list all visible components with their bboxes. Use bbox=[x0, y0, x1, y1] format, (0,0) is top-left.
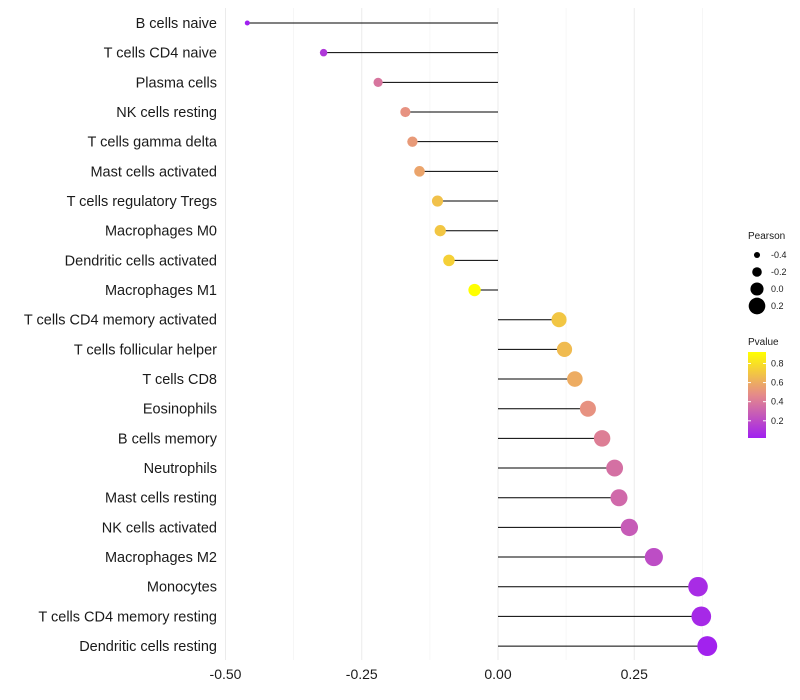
category-label: NK cells resting bbox=[116, 105, 217, 121]
lollipop-point bbox=[688, 576, 708, 597]
category-label: Dendritic cells resting bbox=[79, 639, 217, 655]
category-label: T cells follicular helper bbox=[74, 342, 217, 358]
category-label: Mast cells resting bbox=[105, 491, 217, 507]
size-legend-label: -0.4 bbox=[771, 250, 787, 260]
x-tick-label: -0.50 bbox=[210, 666, 242, 682]
category-label: T cells CD4 memory resting bbox=[38, 609, 217, 625]
category-label: Neutrophils bbox=[144, 461, 217, 477]
lollipop-point bbox=[373, 77, 383, 87]
category-label: T cells regulatory Tregs bbox=[67, 194, 217, 210]
color-legend-label: 0.6 bbox=[771, 378, 784, 388]
color-legend-title: Pvalue bbox=[748, 337, 779, 348]
color-legend-label: 0.8 bbox=[771, 358, 784, 368]
category-label: Dendritic cells activated bbox=[65, 253, 217, 269]
category-label: T cells CD8 bbox=[142, 372, 217, 388]
lollipop-point bbox=[610, 489, 628, 507]
size-legend-key bbox=[748, 297, 766, 315]
color-legend-label: 0.4 bbox=[771, 397, 784, 407]
lollipop-point bbox=[606, 459, 624, 477]
category-label: Eosinophils bbox=[143, 402, 217, 418]
size-legend-label: -0.2 bbox=[771, 267, 787, 277]
lollipop-point bbox=[593, 430, 611, 447]
category-label: B cells naive bbox=[136, 16, 217, 32]
color-legend-bar bbox=[748, 352, 766, 438]
lollipop-point bbox=[551, 312, 567, 328]
category-label: Plasma cells bbox=[136, 75, 217, 91]
size-legend-key bbox=[750, 282, 764, 296]
lollipop-point bbox=[691, 606, 712, 627]
category-label: T cells CD4 naive bbox=[104, 46, 217, 62]
x-tick-label: 0.25 bbox=[621, 666, 648, 682]
lollipop-point bbox=[468, 283, 481, 297]
pvalue-color-legend: Pvalue 0.2 0.4 0.6 0.8 bbox=[748, 337, 784, 438]
size-legend-label: 0.0 bbox=[771, 284, 784, 294]
category-label: B cells memory bbox=[118, 431, 218, 447]
category-label: Mast cells activated bbox=[90, 164, 217, 180]
category-label: Macrophages M0 bbox=[105, 224, 217, 240]
pearson-size-legend: Pearson -0.4 -0.2 0.0 0.2 bbox=[748, 231, 787, 315]
category-label: Macrophages M2 bbox=[105, 550, 217, 566]
category-label: NK cells activated bbox=[102, 520, 217, 536]
lollipop-point bbox=[697, 636, 718, 657]
lollipop-point bbox=[434, 225, 446, 237]
lollipop-point bbox=[620, 518, 639, 537]
size-legend-key bbox=[753, 251, 761, 259]
lollipop-point bbox=[556, 341, 573, 357]
category-label: T cells CD4 memory activated bbox=[24, 313, 217, 329]
lollipop-point bbox=[414, 166, 425, 177]
lollipop-point bbox=[407, 136, 418, 147]
color-legend-label: 0.2 bbox=[771, 416, 784, 426]
lollipop-points bbox=[244, 20, 718, 657]
lollipop-point bbox=[431, 195, 444, 207]
category-label: T cells gamma delta bbox=[88, 135, 218, 151]
category-labels: B cells naive T cells CD4 naive Plasma cel… bbox=[24, 16, 218, 655]
category-label: Monocytes bbox=[147, 580, 217, 596]
lollipop-stems bbox=[247, 22, 708, 647]
x-axis-tick-labels: -0.50 -0.25 0.00 0.25 bbox=[210, 666, 649, 682]
grid-lines bbox=[225, 8, 703, 660]
lollipop-point bbox=[400, 106, 411, 118]
lollipop-point bbox=[319, 48, 328, 57]
size-legend-title: Pearson bbox=[748, 231, 785, 242]
lollipop-point bbox=[567, 371, 583, 387]
lollipop-point bbox=[579, 400, 596, 417]
lollipop-point bbox=[644, 547, 663, 567]
size-legend-label: 0.2 bbox=[771, 301, 784, 311]
lollipop-point bbox=[244, 20, 250, 26]
size-legend-key bbox=[752, 267, 762, 277]
x-tick-label: 0.00 bbox=[484, 666, 511, 682]
category-label: Macrophages M1 bbox=[105, 283, 217, 299]
x-tick-label: -0.25 bbox=[346, 666, 378, 682]
lollipop-point bbox=[443, 254, 455, 267]
